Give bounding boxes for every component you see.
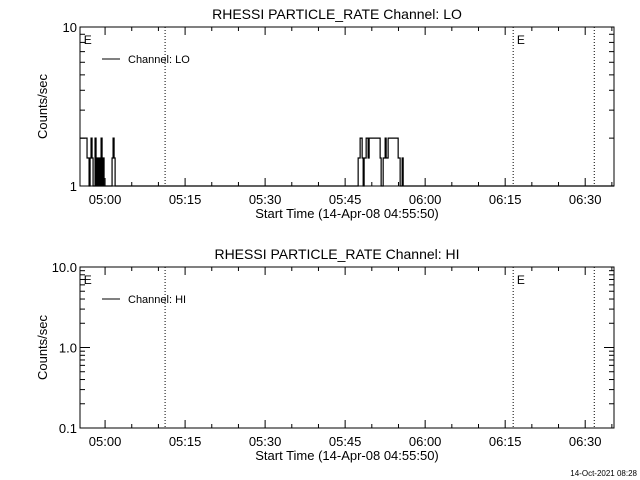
panel-2-y-tick-label: 1.0 bbox=[59, 341, 77, 356]
panel-1-y-tick-label: 1 bbox=[70, 179, 77, 194]
panel-1-series-line bbox=[80, 137, 614, 187]
panel-1-annotation-E: E bbox=[84, 33, 92, 47]
footer-timestamp: 14-Oct-2021 08:28 bbox=[570, 469, 637, 478]
panel-2-x-tick-label: 06:15 bbox=[489, 434, 522, 449]
panel-2-x-tick-label: 06:00 bbox=[409, 434, 442, 449]
panel-1-x-tick-label: 05:30 bbox=[249, 192, 282, 207]
panel-2-y-tick-label: 0.1 bbox=[59, 421, 77, 436]
panel-1-x-tick-label: 05:00 bbox=[89, 192, 122, 207]
panel-1-x-tick-label: 06:00 bbox=[409, 192, 442, 207]
panel-1-x-tick-label: 05:15 bbox=[169, 192, 202, 207]
panel-2-x-tick-label: 05:30 bbox=[249, 434, 282, 449]
panel-1-x-axis-label: Start Time (14-Apr-08 04:55:50) bbox=[255, 206, 439, 221]
panel-1-x-tick-label: 06:15 bbox=[489, 192, 522, 207]
panel-2-annotation-E: E bbox=[84, 273, 92, 287]
panel-2-y-tick-label: 10.0 bbox=[52, 260, 77, 275]
panel-1-legend-label: Channel: LO bbox=[128, 54, 190, 66]
panel-2-x-tick-label: 05:45 bbox=[329, 434, 362, 449]
panel-2-legend-label: Channel: HI bbox=[128, 294, 186, 306]
panel-2-plot-frame bbox=[79, 266, 615, 429]
panel-2-x-tick-label: 05:15 bbox=[169, 434, 202, 449]
panel-1-annotation-E: E bbox=[517, 33, 525, 47]
panel-2-title: RHESSI PARTICLE_RATE Channel: HI bbox=[214, 246, 459, 262]
panel-2-y-axis-label: Counts/sec bbox=[35, 314, 50, 380]
panel-2-annotation-E: E bbox=[517, 273, 525, 287]
panel-1-y-tick-label: 10 bbox=[63, 20, 77, 35]
panel-1-plot-frame bbox=[79, 26, 615, 187]
panel-2-x-tick-label: 05:00 bbox=[89, 434, 122, 449]
panel-2-x-axis-label: Start Time (14-Apr-08 04:55:50) bbox=[255, 448, 439, 463]
panel-1-title: RHESSI PARTICLE_RATE Channel: LO bbox=[212, 6, 462, 22]
panel-1-x-tick-label: 05:45 bbox=[329, 192, 362, 207]
panel-2-x-tick-label: 06:30 bbox=[569, 434, 602, 449]
panel-1-y-axis-label: Counts/sec bbox=[35, 73, 50, 139]
panel-1-x-tick-label: 06:30 bbox=[569, 192, 602, 207]
